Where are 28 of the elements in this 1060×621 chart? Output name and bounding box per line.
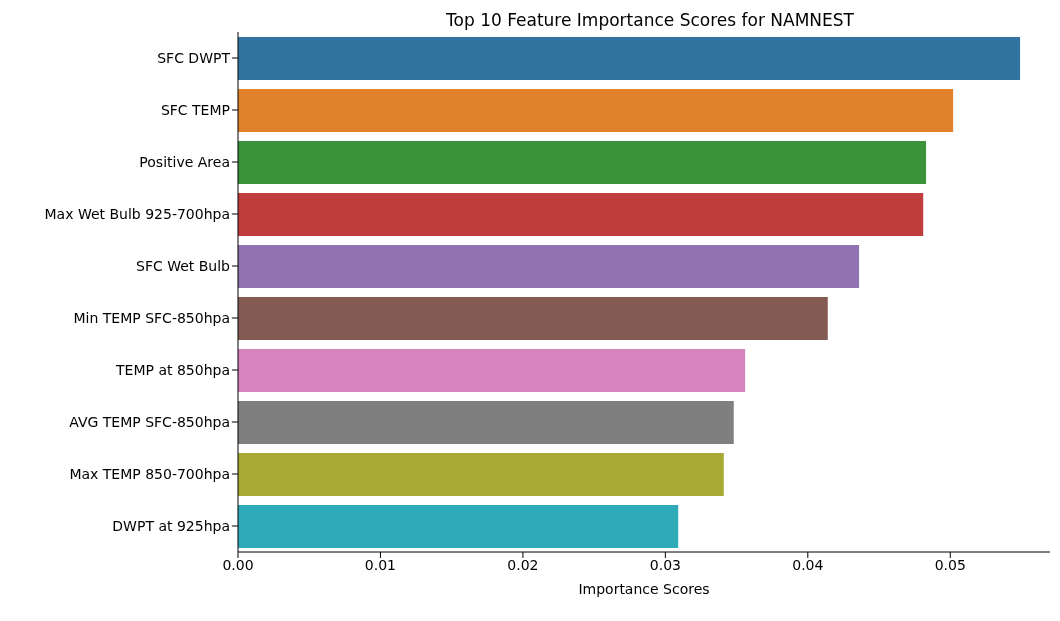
bar <box>238 245 860 288</box>
y-tick-label: SFC DWPT <box>157 49 231 66</box>
x-tick-label: 0.04 <box>792 556 824 573</box>
bar <box>238 297 828 340</box>
y-tick-label: Max TEMP 850-700hpa <box>69 465 230 482</box>
y-tick-label: TEMP at 850hpa <box>115 361 230 378</box>
bar <box>238 37 1021 80</box>
bar <box>238 453 724 496</box>
bar <box>238 89 954 132</box>
y-tick-label: AVG TEMP SFC-850hpa <box>69 413 230 430</box>
y-tick-label: SFC Wet Bulb <box>136 257 231 274</box>
x-tick-label: 0.00 <box>222 556 254 573</box>
x-tick-label: 0.02 <box>507 556 539 573</box>
x-tick-label: 0.03 <box>649 556 681 573</box>
bar <box>238 141 927 184</box>
chart-title: Top 10 Feature Importance Scores for NAMNEST <box>445 9 855 32</box>
bar <box>238 505 679 548</box>
bar <box>238 349 746 392</box>
bar <box>238 193 924 236</box>
y-tick-label: SFC TEMP <box>160 101 230 118</box>
bar <box>238 401 734 444</box>
x-tick-label: 0.01 <box>364 556 397 573</box>
y-tick-label: Max Wet Bulb 925-700hpa <box>44 205 230 222</box>
y-tick-label: Min TEMP SFC-850hpa <box>73 309 230 326</box>
x-tick-label: 0.05 <box>934 556 966 573</box>
y-tick-label: DWPT at 925hpa <box>112 517 230 534</box>
x-axis-title: Importance Scores <box>578 581 710 597</box>
y-tick-label: Positive Area <box>139 153 230 170</box>
